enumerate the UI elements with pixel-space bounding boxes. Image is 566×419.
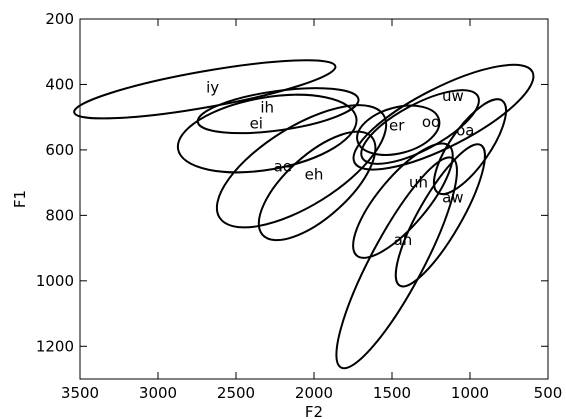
x-tick-label: 3500 [61,384,99,402]
ellipse-eh [257,130,377,242]
ellipse-er [356,104,441,156]
ellipse-uw [352,63,535,171]
y-tick-label: 800 [45,206,74,224]
y-tick-label: 200 [45,10,74,28]
vowel-label-uw: uw [442,87,464,105]
ellipse-uh [352,142,454,259]
tick-layer: 3500 3000 2500 2000 1500 1000 500 200 400 600 800 1… [36,10,563,402]
vowel-ellipses [73,59,535,370]
x-tick-label: 3000 [139,384,177,402]
y-tick-label: 600 [45,141,74,159]
ellipse-ae [215,104,388,229]
y-tick-label: 1200 [36,337,74,355]
x-tick-label: 2000 [295,384,333,402]
x-axis-label: F2 [305,403,323,419]
x-tick-label: 1500 [373,384,411,402]
vowel-label-oa: oa [456,121,474,139]
vowel-label-eh: eh [305,165,324,183]
vowel-label-ae: ae [274,157,292,175]
vowel-label-oo: oo [422,113,440,131]
y-tick-label: 1000 [36,272,74,290]
vowel-label-er: er [389,116,405,134]
vowel-label-ih: ih [260,98,274,116]
ellipse-ah [335,156,458,370]
vowel-label-uh: uh [409,174,428,192]
x-tick-label: 2500 [217,384,255,402]
ellipse-aw [394,143,486,288]
y-axis-label: F1 [11,190,29,208]
y-tick-label: 400 [45,75,74,93]
plot-frame [79,18,549,380]
ellipse-ih [196,87,360,135]
ellipse-ei [176,93,358,174]
x-tick-label: 500 [534,384,563,402]
vowel-label-iy: iy [206,79,219,97]
vowel-label-ah: ah [394,231,413,249]
ellipse-iy [73,59,337,120]
x-tick-label: 1000 [451,384,489,402]
vowel-label-aw: aw [442,188,463,206]
vowel-label-ei: ei [250,115,263,133]
ellipse-oa [432,98,508,195]
ellipse-oo [360,89,480,165]
